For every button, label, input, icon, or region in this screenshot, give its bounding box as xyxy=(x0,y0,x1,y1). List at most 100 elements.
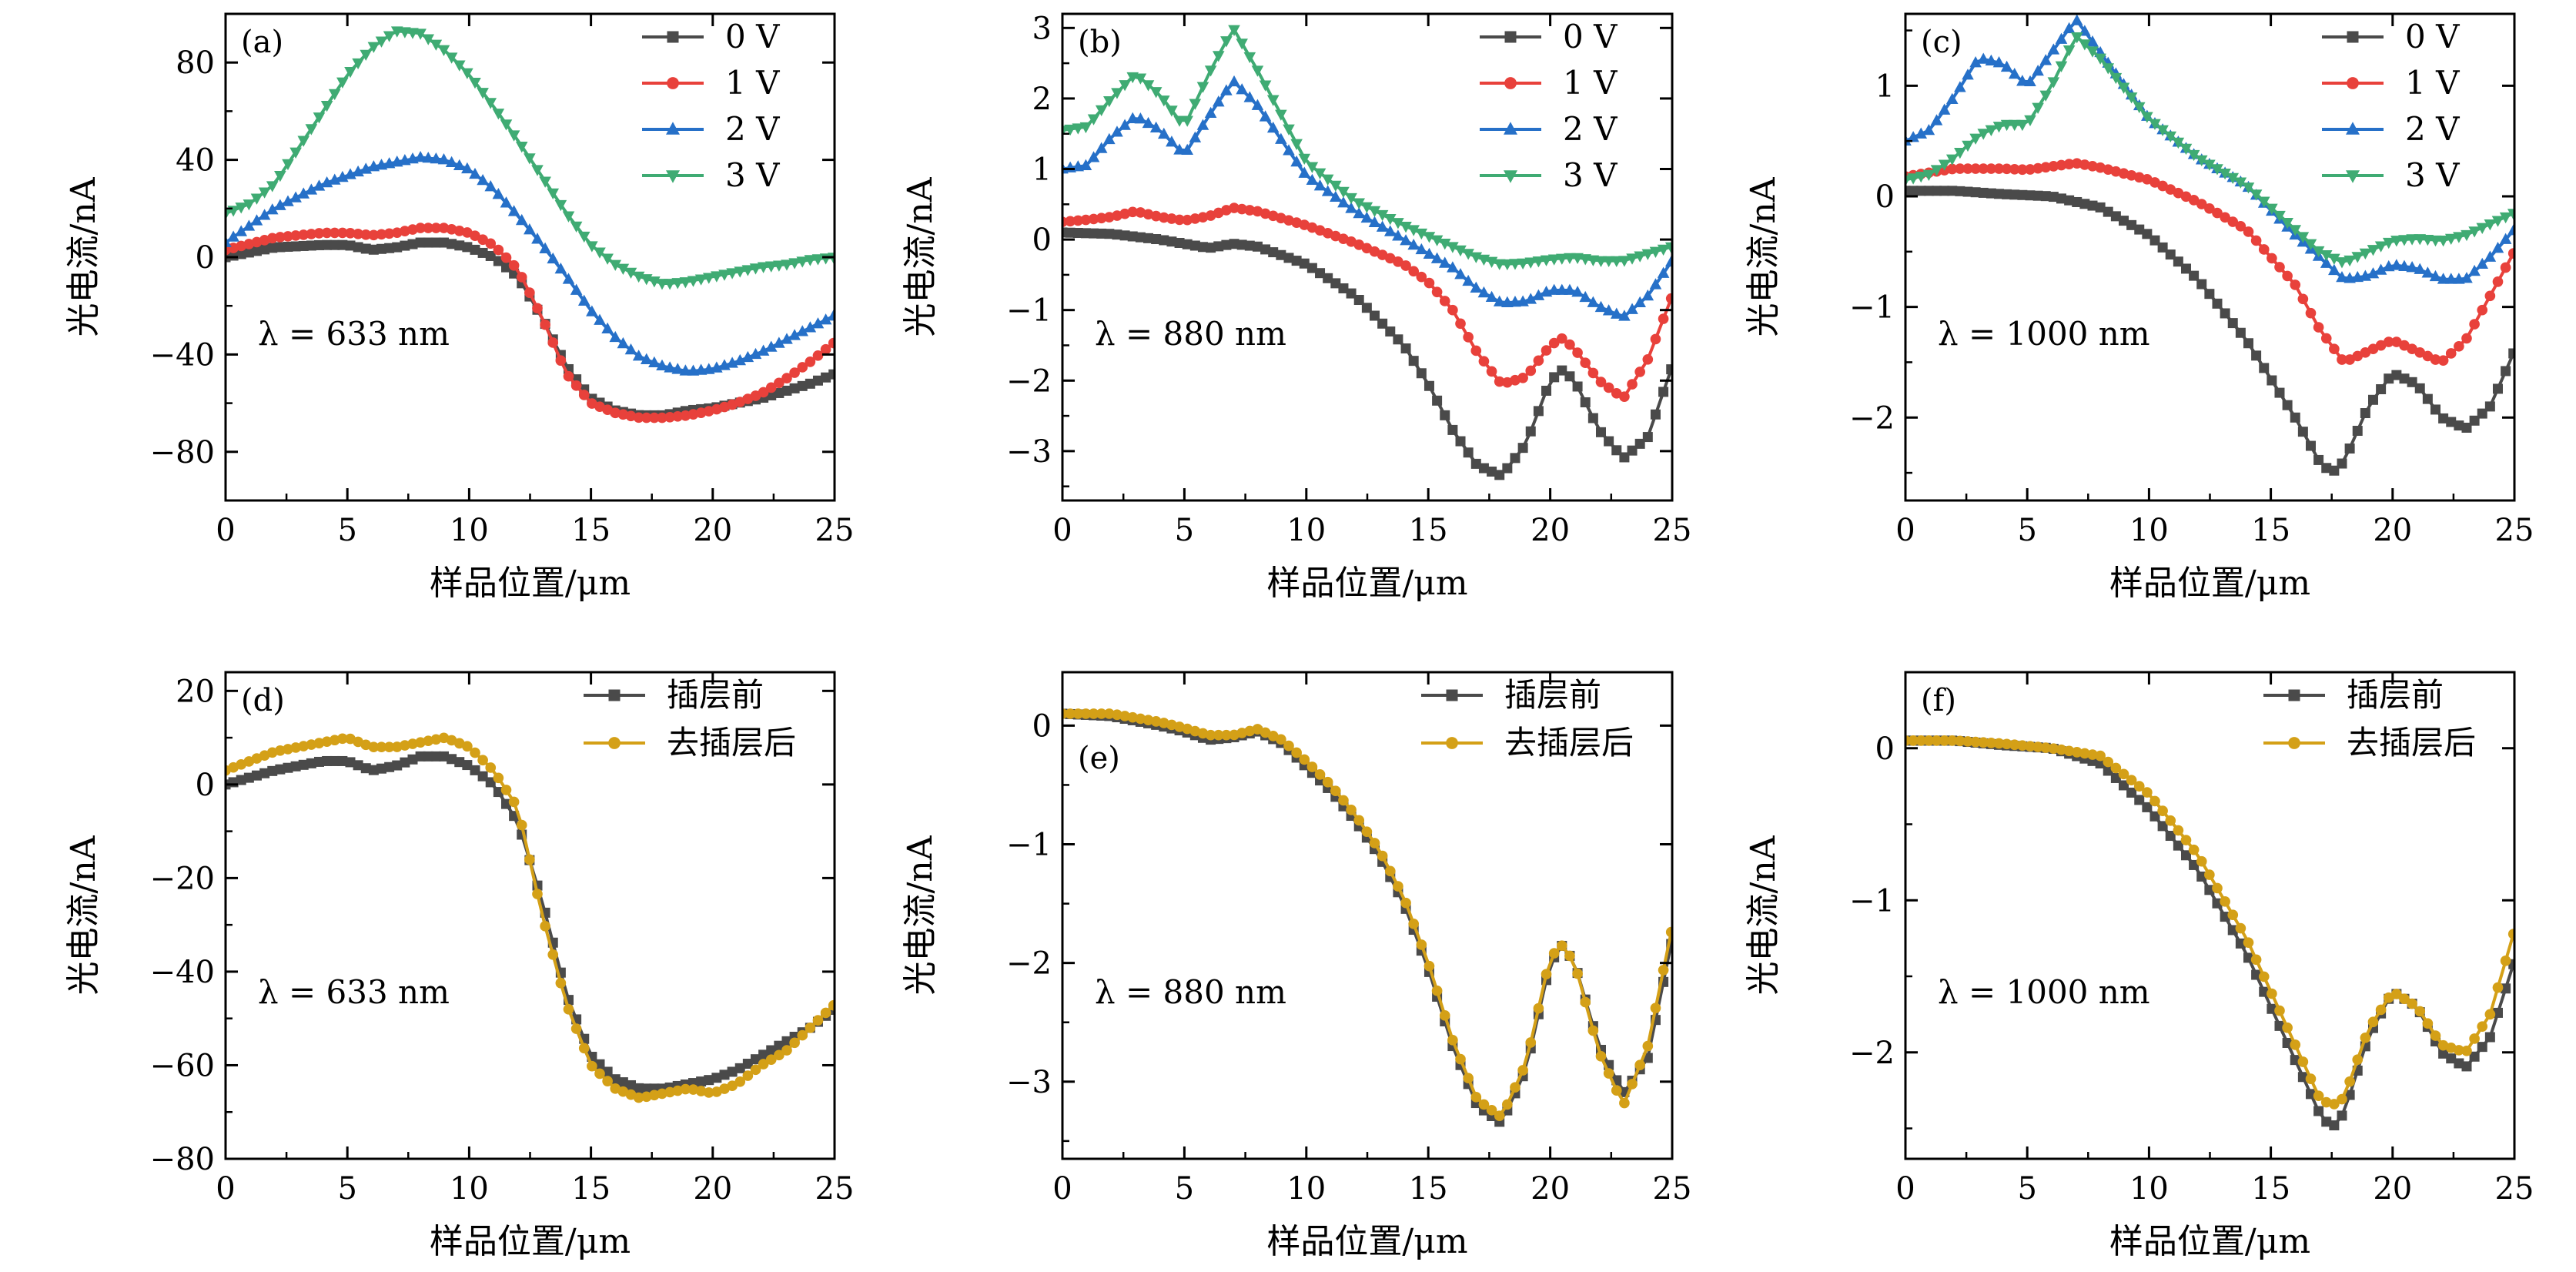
data-point xyxy=(774,387,785,398)
data-point xyxy=(2149,795,2160,807)
data-point xyxy=(2461,333,2472,344)
data-point xyxy=(773,336,785,348)
data-point xyxy=(1322,776,1333,788)
data-point xyxy=(2118,768,2129,780)
y-tick-label: 0 xyxy=(1032,708,1052,744)
data-point xyxy=(1580,357,1591,369)
data-point xyxy=(353,242,363,253)
data-point xyxy=(1487,466,1497,477)
data-point xyxy=(368,741,380,753)
data-point xyxy=(2032,741,2043,752)
data-point xyxy=(764,340,778,352)
data-point xyxy=(1361,303,1372,313)
legend-label: 插层前 xyxy=(2347,676,2444,714)
legend-label: 插层前 xyxy=(667,676,764,714)
data-point xyxy=(2374,241,2387,253)
data-point xyxy=(1189,99,1202,110)
data-point xyxy=(2305,440,2316,451)
data-point xyxy=(2328,253,2340,265)
data-point xyxy=(624,267,637,280)
y-tick-label: 2 xyxy=(1032,82,1052,117)
data-point xyxy=(236,775,246,785)
legend-marker xyxy=(608,689,621,701)
data-point xyxy=(282,159,294,171)
data-point xyxy=(749,263,762,275)
data-point xyxy=(609,330,622,343)
x-tick-label: 5 xyxy=(2017,1171,2036,1207)
data-point xyxy=(383,741,395,753)
y-axis-label: 光电流/nA xyxy=(901,176,940,336)
data-point xyxy=(1905,175,1912,186)
x-tick-label: 10 xyxy=(1286,513,1326,548)
data-point xyxy=(531,165,544,176)
data-point xyxy=(2266,203,2278,215)
data-point xyxy=(648,356,661,367)
data-point xyxy=(750,1054,761,1065)
data-point xyxy=(1664,255,1672,267)
data-point xyxy=(2274,1020,2285,1031)
data-point xyxy=(1338,795,1349,806)
data-point xyxy=(2468,226,2481,238)
data-point xyxy=(1541,969,1552,979)
data-point xyxy=(1407,225,1420,236)
data-point xyxy=(2072,196,2083,207)
series-1 xyxy=(1062,227,1672,480)
data-point xyxy=(797,380,808,391)
data-point xyxy=(313,179,326,191)
data-point xyxy=(392,242,403,253)
data-point xyxy=(2055,32,2068,44)
data-point xyxy=(1221,239,1232,250)
data-point xyxy=(594,1059,605,1069)
data-point xyxy=(1353,206,1366,219)
data-point xyxy=(2094,53,2106,65)
data-point xyxy=(258,209,271,220)
x-tick-label: 25 xyxy=(815,1171,855,1207)
data-point xyxy=(547,252,560,264)
data-point xyxy=(2157,242,2168,253)
data-point xyxy=(656,279,668,290)
data-point xyxy=(2383,992,2394,1003)
data-point xyxy=(1493,259,1506,270)
data-point xyxy=(1556,283,1568,295)
data-point xyxy=(2070,32,2083,44)
data-point xyxy=(1594,256,1607,268)
data-point xyxy=(2156,125,2169,136)
x-tick-label: 15 xyxy=(2251,1171,2290,1207)
data-point xyxy=(1939,186,1950,196)
data-point xyxy=(376,243,386,254)
data-point xyxy=(275,242,286,253)
panel-label: (d) xyxy=(241,683,285,718)
data-point xyxy=(1087,151,1100,162)
data-point xyxy=(1564,283,1576,295)
data-point xyxy=(298,229,309,240)
data-point xyxy=(2039,54,2052,65)
data-point xyxy=(711,1073,722,1083)
data-point xyxy=(274,170,286,182)
data-point xyxy=(2110,211,2121,222)
data-point xyxy=(477,771,488,782)
data-point xyxy=(2079,748,2090,759)
data-point xyxy=(2507,248,2514,259)
data-point xyxy=(1486,366,1497,377)
data-point xyxy=(1541,385,1552,396)
data-point xyxy=(2087,200,2098,211)
y-axis-label: 光电流/nA xyxy=(64,176,103,336)
data-point xyxy=(1361,826,1373,837)
data-point xyxy=(1587,367,1599,379)
legend-label: 1 V xyxy=(725,64,780,102)
data-point xyxy=(625,1080,636,1090)
data-point xyxy=(617,1077,628,1088)
data-point xyxy=(2056,159,2067,171)
data-point xyxy=(430,734,442,745)
data-point xyxy=(313,738,325,748)
y-tick-label: 1 xyxy=(1875,69,1895,104)
data-point xyxy=(2220,212,2230,223)
data-point xyxy=(2445,348,2457,359)
data-point xyxy=(2282,270,2293,282)
data-point xyxy=(828,337,835,349)
data-point xyxy=(485,250,496,261)
data-point xyxy=(640,353,653,364)
data-point xyxy=(1345,202,1357,213)
y-tick-label: −80 xyxy=(150,1142,215,1177)
data-point xyxy=(1618,256,1631,267)
